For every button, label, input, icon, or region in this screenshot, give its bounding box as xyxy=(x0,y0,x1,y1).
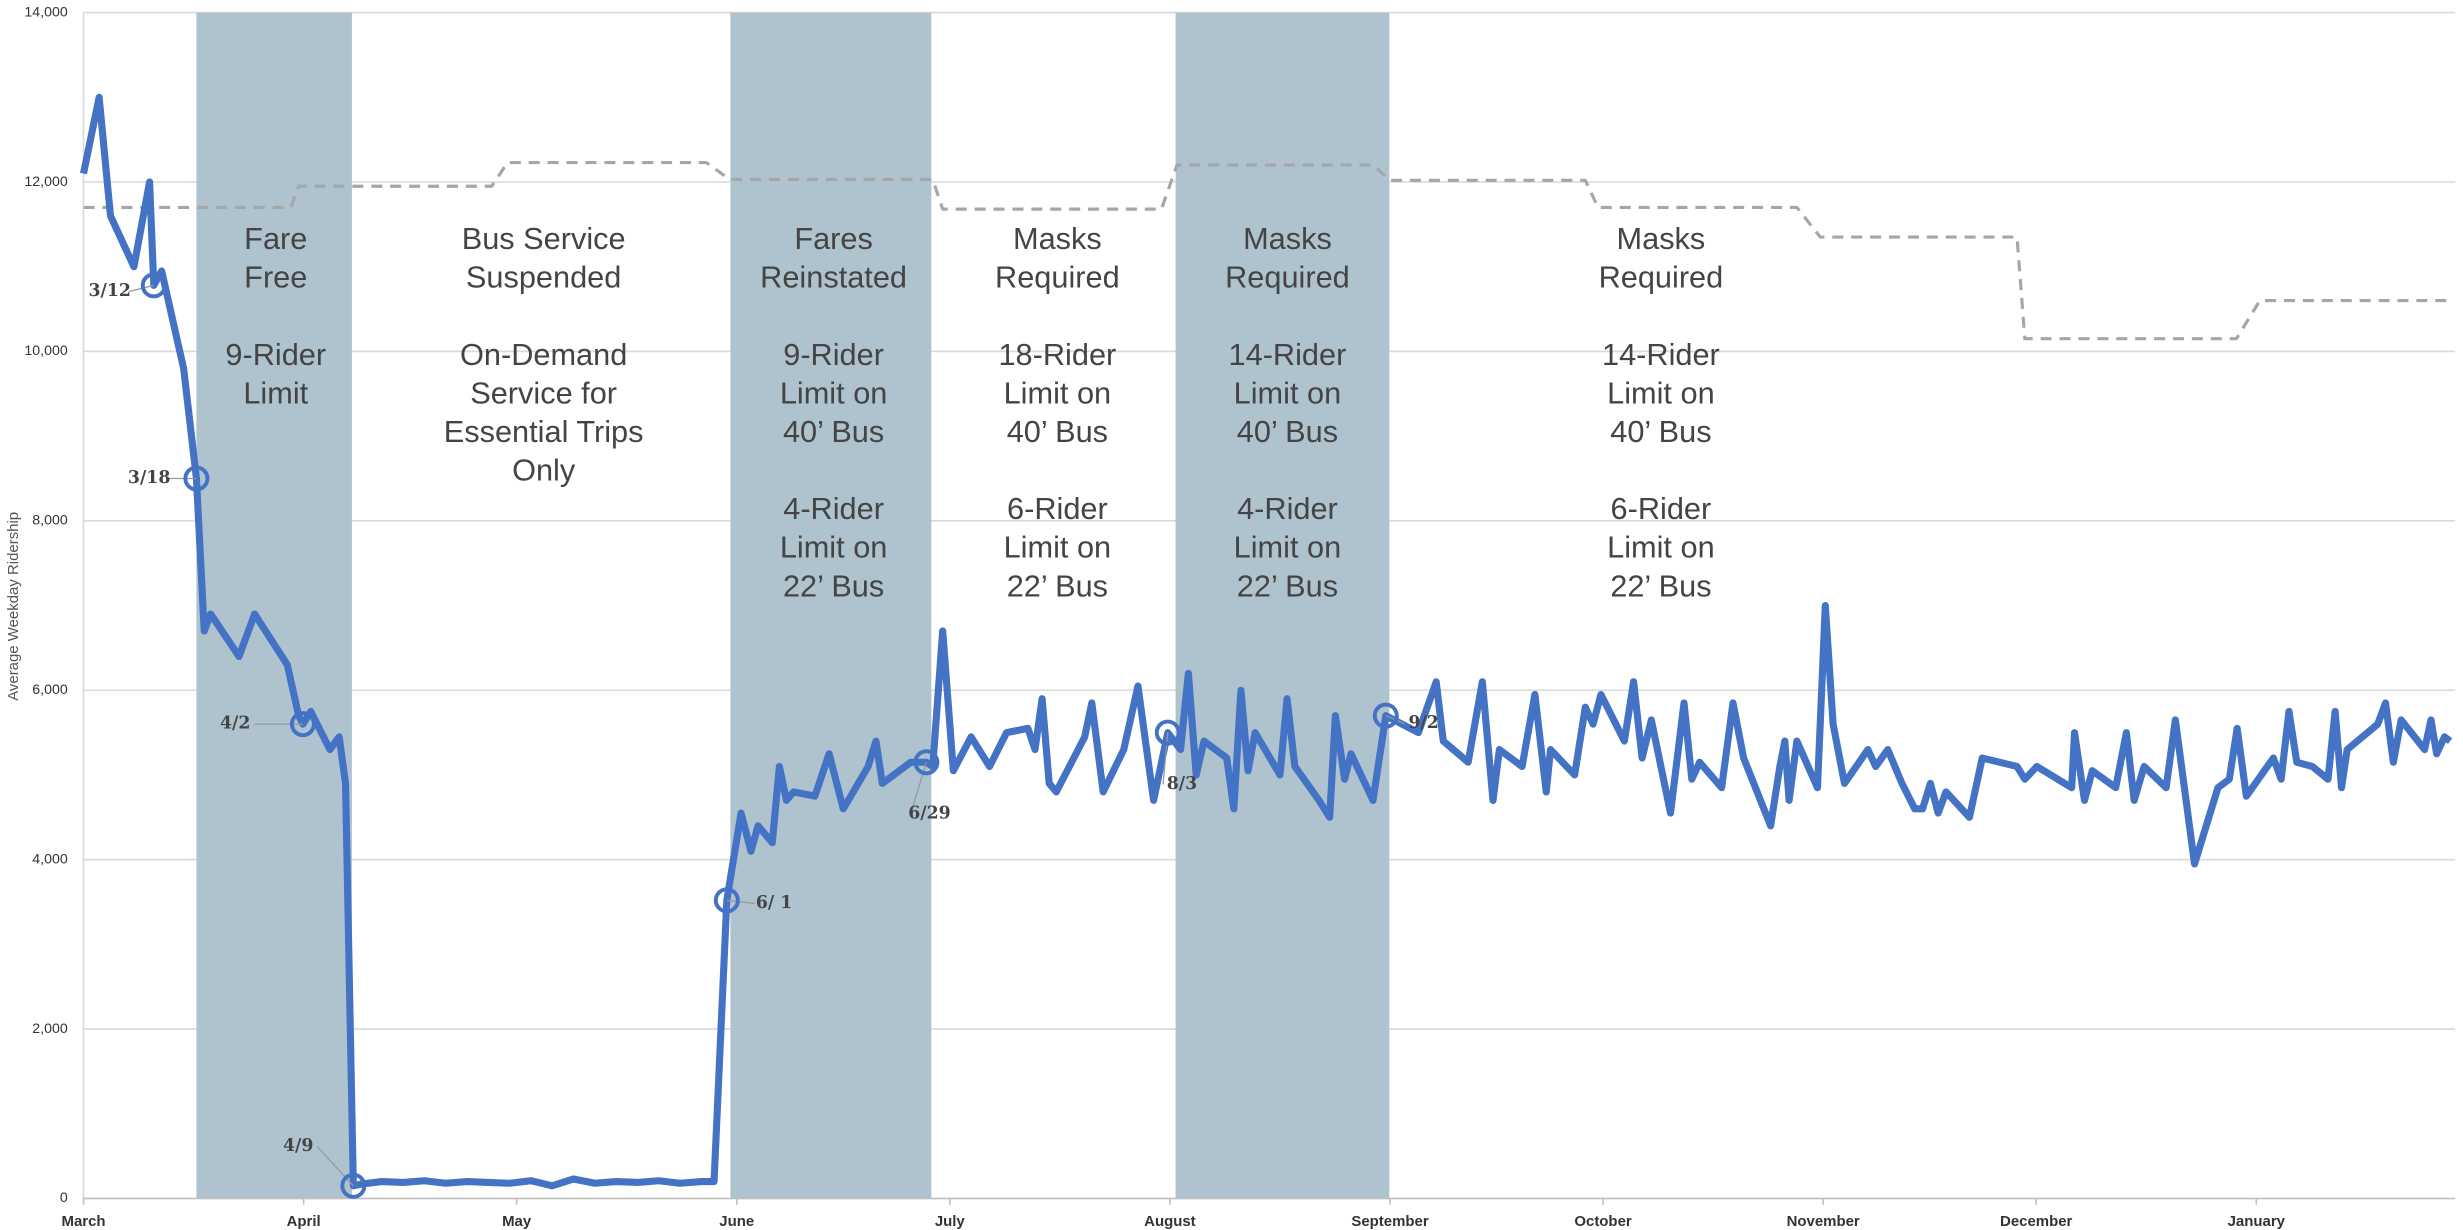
callout-label: 4/2 xyxy=(220,714,250,734)
annotation: Limit on xyxy=(780,375,888,410)
annotation: Masks xyxy=(1243,221,1332,256)
annotation: Masks xyxy=(1617,221,1706,256)
callout-marker xyxy=(289,711,316,738)
x-tick-label: July xyxy=(935,1213,966,1230)
callout-marker xyxy=(340,1172,367,1199)
callout-label: 3/12 xyxy=(88,281,130,301)
annotation: Limit on xyxy=(780,530,888,565)
annotation: 4-Rider xyxy=(783,491,884,526)
x-tick-label: March xyxy=(61,1213,105,1230)
x-tick-label: October xyxy=(1574,1213,1632,1230)
callout-label: 3/18 xyxy=(128,468,170,488)
annotation: Limit on xyxy=(1004,530,1112,565)
annotation: Required xyxy=(995,260,1120,295)
callout-marker xyxy=(1154,719,1181,746)
callout-leader xyxy=(1162,732,1169,785)
callout-leader xyxy=(909,762,927,815)
callout-label: 8/3 xyxy=(1167,774,1197,794)
y-tick-label: 4,000 xyxy=(32,851,68,867)
x-tick-label: August xyxy=(1144,1213,1196,1230)
y-tick-label: 6,000 xyxy=(32,682,68,698)
x-tick-label: September xyxy=(1351,1213,1428,1230)
y-tick-label: 10,000 xyxy=(24,343,67,359)
annotation: Bus Service xyxy=(462,221,626,256)
annotation: Free xyxy=(244,260,307,295)
annotation: Service for xyxy=(470,375,617,410)
annotation: 40’ Bus xyxy=(783,414,884,449)
x-tick-label: June xyxy=(719,1213,754,1230)
x-tick-label: November xyxy=(1787,1213,1860,1230)
callout-marker xyxy=(713,887,740,914)
annotation: 6-Rider xyxy=(1611,491,1712,526)
shaded-range xyxy=(1175,12,1390,1199)
annotation: Limit on xyxy=(1234,530,1342,565)
y-tick-label: 2,000 xyxy=(32,1021,68,1037)
y-tick-label: 14,000 xyxy=(24,4,67,20)
annotation: 6-Rider xyxy=(1007,491,1108,526)
x-tick-label: May xyxy=(502,1213,532,1230)
shaded-range xyxy=(730,12,932,1199)
annotation: 22’ Bus xyxy=(1237,568,1338,603)
callout-leader xyxy=(316,1145,354,1187)
annotation: 22’ Bus xyxy=(1610,568,1711,603)
annotation: 9-Rider xyxy=(783,337,884,372)
annotation: Only xyxy=(512,453,576,488)
callout-marker xyxy=(183,465,210,492)
callout-marker xyxy=(913,749,940,776)
callout-label: 9/2 xyxy=(1408,713,1438,733)
x-tick-label: April xyxy=(287,1213,321,1230)
shaded-range xyxy=(196,12,352,1199)
callout-leader xyxy=(726,899,756,905)
annotation: 22’ Bus xyxy=(783,568,884,603)
annotation: Required xyxy=(1599,260,1724,295)
annotation: 22’ Bus xyxy=(1007,568,1108,603)
annotation: Limit on xyxy=(1607,530,1715,565)
annotation: 40’ Bus xyxy=(1610,414,1711,449)
callout-marker xyxy=(1372,702,1399,729)
callout-label: 4/9 xyxy=(283,1136,313,1156)
annotation: Suspended xyxy=(466,260,621,295)
annotation: Masks xyxy=(1013,221,1102,256)
x-tick-label: December xyxy=(2000,1213,2073,1230)
x-tick-label: January xyxy=(2228,1213,2286,1230)
callout-label: 6/29 xyxy=(908,804,950,824)
annotation: 40’ Bus xyxy=(1237,414,1338,449)
annotation: 9-Rider xyxy=(225,337,326,372)
ridership-line xyxy=(80,93,2453,1190)
annotation: 14-Rider xyxy=(1229,337,1347,372)
annotation: Fare xyxy=(244,221,307,256)
annotation: Reinstated xyxy=(760,260,907,295)
callout-marker xyxy=(140,272,167,299)
callout-label: 6/ 1 xyxy=(756,893,792,913)
annotation: Limit on xyxy=(1004,375,1112,410)
annotation: Limit xyxy=(243,375,308,410)
y-tick-label: 8,000 xyxy=(32,513,68,529)
annotation: Required xyxy=(1225,260,1350,295)
annotation: 40’ Bus xyxy=(1007,414,1108,449)
annotation: Limit on xyxy=(1607,375,1715,410)
annotation: Essential Trips xyxy=(444,414,644,449)
annotation: 18-Rider xyxy=(998,337,1116,372)
annotation: 4-Rider xyxy=(1237,491,1338,526)
annotation: Fares xyxy=(794,221,873,256)
annotation: On-Demand xyxy=(460,337,627,372)
dashed-line xyxy=(83,160,2451,341)
y-tick-label: 12,000 xyxy=(24,174,67,190)
annotation: Limit on xyxy=(1234,375,1342,410)
y-axis-label: Average Weekday Ridership xyxy=(5,512,22,701)
annotation: 14-Rider xyxy=(1602,337,1720,372)
y-tick-label: 0 xyxy=(60,1190,68,1206)
